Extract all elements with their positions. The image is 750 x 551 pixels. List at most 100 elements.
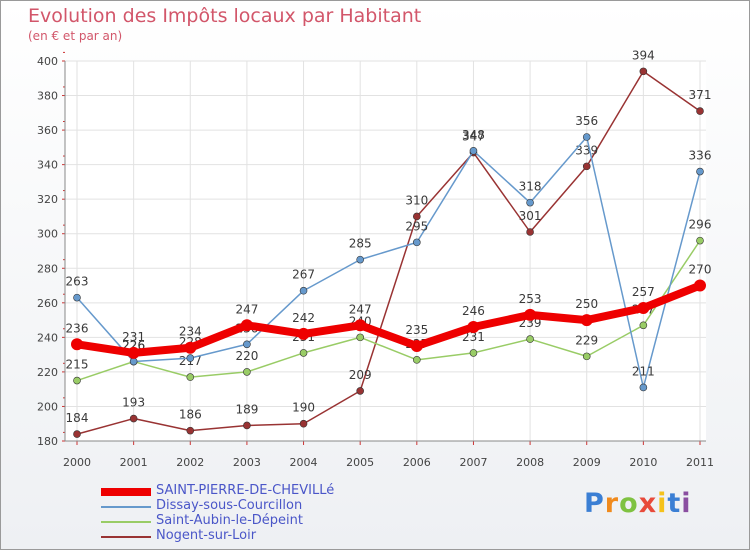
data-point	[299, 286, 308, 295]
legend-swatch	[101, 536, 151, 538]
data-point	[297, 327, 310, 340]
data-label: 235	[405, 323, 428, 337]
data-label: 310	[405, 193, 428, 207]
proxiti-logo: Proxiti	[584, 488, 692, 519]
logo-letter: i	[657, 488, 668, 519]
x-tick-label: 2007	[459, 456, 487, 469]
logo-letter: t	[667, 488, 682, 519]
y-tick-label: 180	[37, 435, 58, 448]
series-line	[76, 239, 701, 382]
data-label: 211	[632, 364, 655, 378]
data-point	[299, 349, 308, 357]
data-label: 348	[462, 128, 485, 142]
y-tick-label: 220	[37, 366, 58, 379]
data-point	[639, 67, 648, 76]
data-point	[639, 321, 648, 330]
data-label: 247	[235, 302, 258, 316]
data-label: 371	[689, 88, 712, 102]
data-point	[354, 319, 367, 332]
data-point	[73, 293, 81, 302]
data-label: 257	[632, 285, 655, 299]
data-label: 336	[689, 149, 712, 163]
data-point	[186, 354, 195, 362]
x-tick-label: 2003	[233, 456, 261, 469]
y-tick-label: 280	[37, 262, 58, 275]
y-tick-label: 200	[37, 400, 58, 413]
data-label: 394	[632, 48, 655, 62]
series-line	[76, 70, 701, 435]
x-tick-label: 2001	[120, 456, 148, 469]
logo-letter: x	[638, 488, 658, 519]
y-tick-label: 400	[37, 55, 58, 68]
data-label: 263	[66, 275, 89, 289]
data-label: 295	[405, 219, 428, 233]
data-point	[637, 302, 650, 314]
data-point	[240, 319, 253, 332]
data-label: 184	[66, 411, 89, 425]
data-label: 231	[462, 330, 485, 344]
data-label: 356	[575, 114, 598, 128]
data-label: 285	[349, 237, 372, 251]
x-tick-label: 2010	[629, 456, 657, 469]
data-label: 231	[122, 330, 145, 344]
data-point	[582, 133, 591, 141]
data-point	[410, 340, 423, 352]
data-point	[582, 352, 591, 361]
data-label: 190	[292, 401, 315, 415]
x-tick-label: 2002	[176, 456, 204, 469]
data-point	[696, 107, 704, 115]
data-point	[526, 198, 534, 207]
data-point	[356, 333, 364, 342]
legend-label: Saint-Aubin-le-Dépeint	[156, 513, 304, 528]
data-label: 220	[235, 349, 258, 363]
logo-letter: i	[681, 488, 692, 519]
data-point	[639, 383, 648, 392]
data-point	[184, 341, 197, 354]
x-tick-label: 2006	[403, 456, 431, 469]
data-label: 250	[575, 297, 598, 311]
data-point	[129, 414, 138, 423]
data-point	[413, 238, 421, 247]
x-tick-label: 2008	[516, 456, 544, 469]
data-point	[524, 308, 537, 321]
series-line	[73, 281, 704, 357]
data-label: 236	[66, 321, 89, 335]
data-label: 246	[462, 304, 485, 318]
data-point	[467, 321, 480, 333]
data-label: 318	[519, 180, 542, 194]
legend-label: Nogent-sur-Loir	[156, 528, 257, 543]
data-point	[356, 387, 364, 395]
data-label: 215	[66, 358, 89, 372]
y-tick-label: 320	[37, 193, 58, 206]
data-point	[71, 338, 83, 351]
data-point	[73, 376, 81, 385]
y-tick-label: 380	[37, 90, 58, 103]
data-label: 234	[179, 325, 202, 339]
data-label: 193	[122, 396, 145, 410]
data-point	[243, 368, 251, 376]
data-point	[526, 335, 534, 343]
data-point	[580, 314, 593, 327]
data-point	[696, 236, 704, 245]
data-point	[469, 349, 478, 357]
data-label: 253	[519, 292, 542, 306]
x-tick-label: 2011	[686, 456, 714, 469]
data-point	[582, 162, 591, 171]
series-line	[76, 136, 701, 389]
y-tick-label: 300	[37, 228, 58, 241]
data-label: 270	[689, 263, 712, 277]
data-label: 301	[519, 209, 542, 223]
data-point	[127, 346, 140, 359]
data-label: 347	[462, 130, 485, 144]
data-label: 339	[575, 143, 598, 157]
logo-letter: r	[604, 488, 620, 519]
data-point	[356, 255, 364, 264]
data-point	[186, 426, 195, 435]
data-label: 247	[349, 302, 372, 316]
y-tick-label: 360	[37, 124, 58, 137]
data-point	[243, 421, 251, 430]
data-label: 267	[292, 268, 315, 282]
data-point	[243, 340, 251, 349]
